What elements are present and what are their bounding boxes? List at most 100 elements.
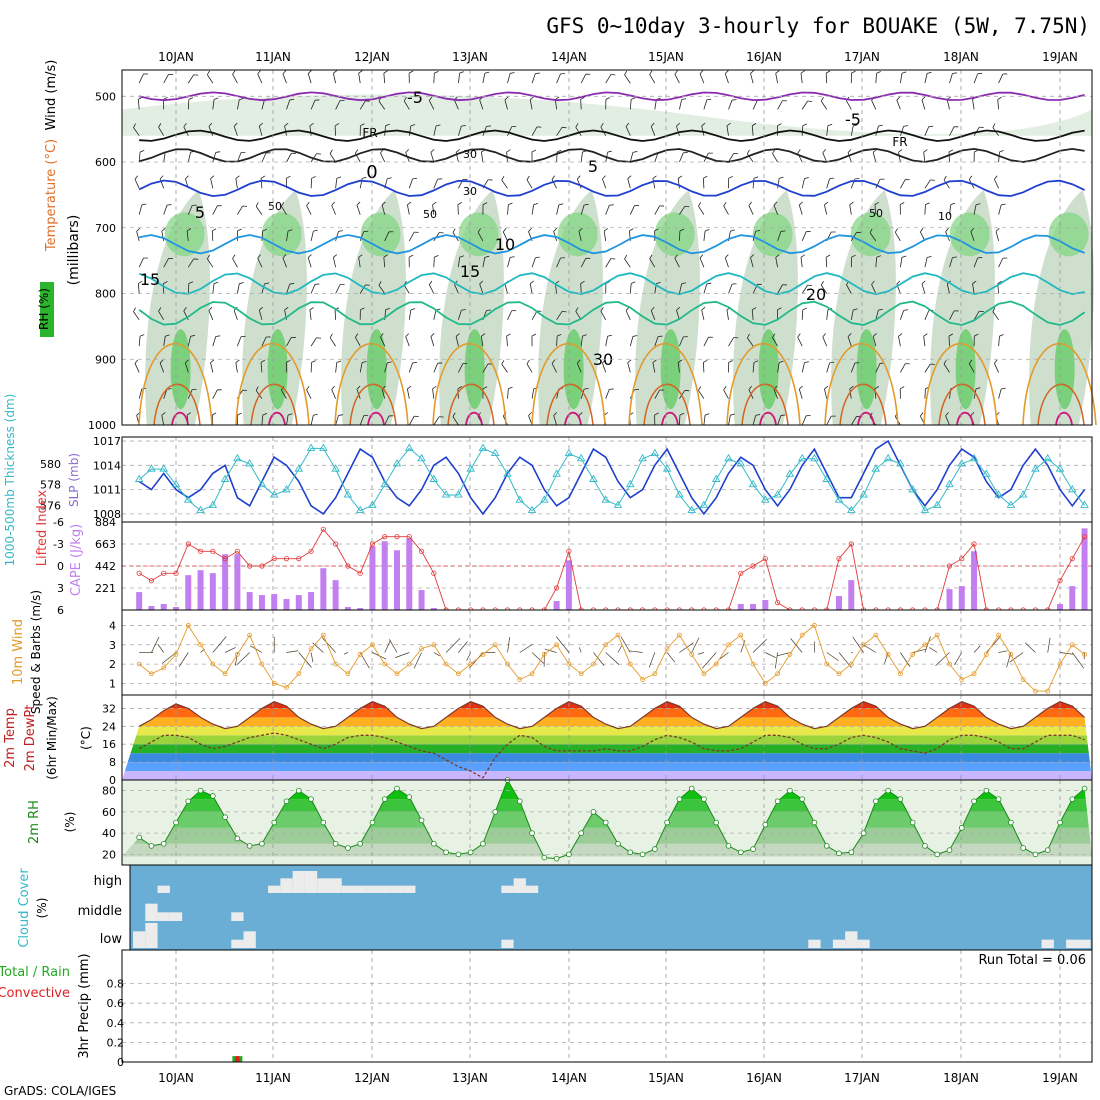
wind-barb bbox=[943, 359, 950, 373]
run-total-text: Run Total = 0.06 bbox=[978, 953, 1086, 968]
wind-barb bbox=[728, 360, 733, 373]
lifted-index-point bbox=[836, 556, 842, 562]
wind10-tick-label: 1 bbox=[109, 677, 116, 690]
rh2m-point bbox=[848, 849, 855, 856]
wind10-barb bbox=[1047, 637, 1051, 653]
wind-barb bbox=[384, 361, 392, 373]
wind-barb bbox=[381, 201, 386, 215]
wind-barb bbox=[406, 385, 412, 399]
cloud-bar-low bbox=[845, 931, 858, 948]
li-tick-label: 6 bbox=[57, 604, 64, 617]
wind-barb bbox=[728, 413, 735, 426]
thickness-point bbox=[552, 469, 561, 477]
wind-barb bbox=[432, 201, 437, 215]
wind-barb bbox=[335, 230, 344, 242]
wind-barb bbox=[232, 70, 238, 84]
wind10-tick-label: 3 bbox=[109, 639, 116, 652]
wind-barb bbox=[826, 415, 836, 426]
wind-barb bbox=[232, 254, 238, 268]
thickness-point bbox=[896, 459, 905, 467]
wind-barb bbox=[355, 333, 361, 347]
rh2m-point bbox=[639, 851, 646, 858]
wind10-point bbox=[284, 684, 289, 690]
isotherm-loop bbox=[349, 383, 397, 426]
wind-barb bbox=[723, 386, 729, 399]
isotherm-loop bbox=[138, 342, 213, 426]
wind-barb bbox=[408, 231, 419, 242]
y-axis-label-temp: 2m Temp bbox=[3, 708, 18, 768]
wind-barb bbox=[504, 96, 509, 110]
wind10-point bbox=[713, 661, 719, 667]
wind-barb bbox=[949, 202, 956, 215]
precip-tick-label: 0.2 bbox=[107, 1036, 125, 1049]
wind-barb bbox=[800, 70, 805, 84]
thickness-point bbox=[601, 495, 611, 503]
wind-barb bbox=[331, 385, 336, 399]
isotherm-loop bbox=[1022, 342, 1097, 426]
wind-barb bbox=[998, 150, 1004, 163]
wind-barb bbox=[948, 149, 954, 163]
rh2m-point bbox=[971, 798, 977, 805]
wind10-point bbox=[517, 677, 523, 682]
wind-barb bbox=[900, 71, 907, 84]
cape-bar bbox=[394, 550, 400, 610]
cloud-bar-high bbox=[280, 878, 293, 893]
wind-barb bbox=[286, 283, 295, 294]
thickness-point bbox=[540, 495, 549, 503]
rh2m-point bbox=[836, 850, 842, 857]
wind10-barb bbox=[605, 652, 620, 665]
slp-line bbox=[138, 439, 1086, 516]
wind-barb bbox=[703, 282, 712, 294]
wind-barb bbox=[406, 201, 412, 215]
wind-barb bbox=[235, 359, 240, 373]
wind-barb bbox=[186, 228, 192, 241]
rh2m-point bbox=[246, 843, 253, 849]
wind10-point bbox=[897, 671, 903, 677]
rh2m-point bbox=[357, 840, 363, 847]
cape-bar bbox=[1069, 586, 1076, 610]
rh2m-point bbox=[725, 843, 732, 849]
rh2m-point bbox=[995, 796, 1002, 802]
cape-tick-label: 884 bbox=[95, 516, 116, 529]
wind-barb bbox=[777, 284, 787, 294]
wind-barb bbox=[138, 150, 145, 163]
cape-bar bbox=[971, 551, 978, 610]
wind-barb bbox=[237, 151, 246, 163]
wind-barb bbox=[286, 98, 295, 110]
wind10-point bbox=[419, 646, 424, 652]
thickness-point bbox=[797, 453, 807, 462]
wind10-barb bbox=[852, 636, 864, 653]
rh2m-point bbox=[811, 819, 818, 826]
wind-barb bbox=[458, 255, 464, 268]
wind-barb bbox=[728, 99, 737, 110]
wind-barb bbox=[875, 178, 885, 189]
wind10-barb bbox=[531, 652, 544, 664]
wind10-point bbox=[480, 652, 486, 657]
wind-barb bbox=[138, 334, 145, 347]
contour-label: FR bbox=[362, 126, 377, 140]
rh2m-point bbox=[283, 798, 290, 805]
wind-barb bbox=[359, 360, 367, 373]
thickness-point bbox=[711, 474, 721, 482]
wind-barb bbox=[824, 201, 829, 215]
rh-core bbox=[164, 212, 205, 257]
wind10-point bbox=[591, 661, 596, 667]
credit-text: GrADS: COLA/IGES bbox=[4, 1084, 116, 1098]
wind-barb bbox=[973, 333, 979, 347]
thickness-point bbox=[662, 464, 672, 472]
wind10-barb bbox=[555, 636, 570, 653]
wind-barb bbox=[699, 254, 705, 268]
rh-core bbox=[464, 329, 485, 410]
rh2m-point bbox=[271, 819, 278, 826]
rh2m-point bbox=[688, 785, 695, 792]
rh-core bbox=[856, 329, 877, 410]
thickness-tick-label: 578 bbox=[40, 479, 61, 492]
isotherm-loop bbox=[564, 411, 582, 426]
wind-barb bbox=[306, 201, 312, 215]
wind10-point bbox=[234, 652, 240, 657]
contour-label: 10 bbox=[938, 210, 952, 223]
isotherm-loop bbox=[938, 383, 986, 426]
y-tick-label: 700 bbox=[95, 222, 116, 235]
wind-barb bbox=[335, 284, 345, 294]
